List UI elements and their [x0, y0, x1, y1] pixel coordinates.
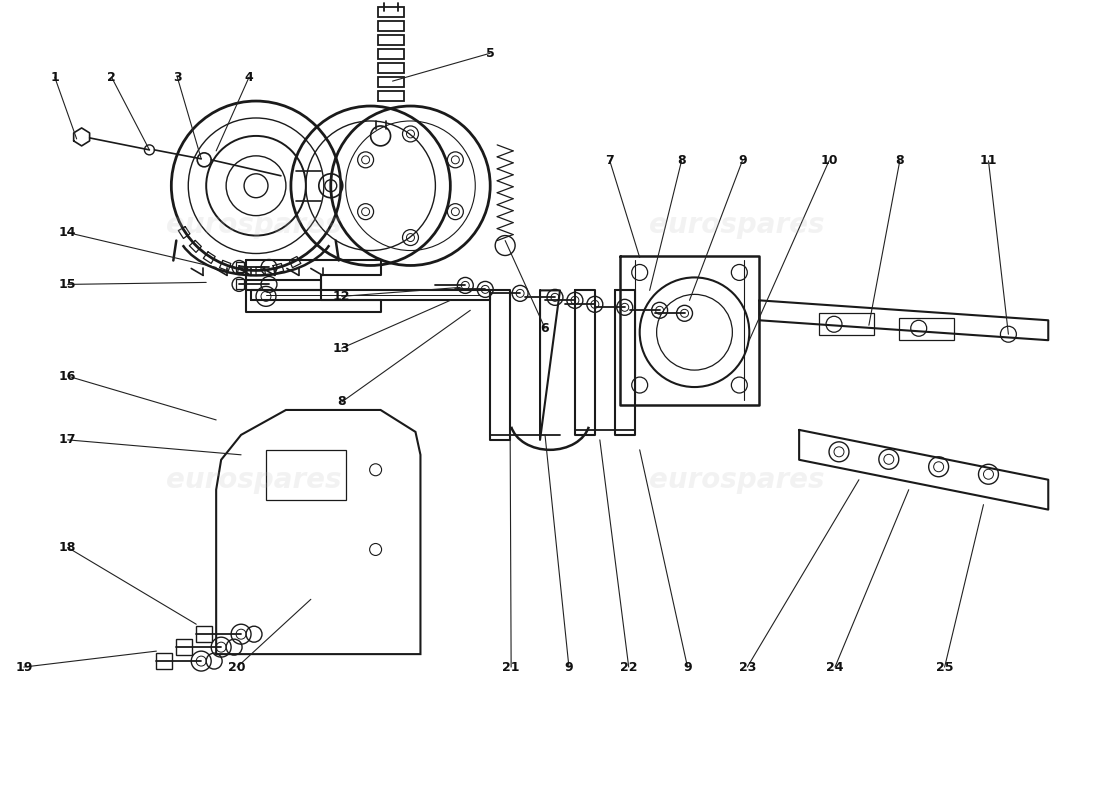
Text: 17: 17: [59, 434, 76, 446]
Text: 8: 8: [895, 154, 904, 167]
Text: 5: 5: [486, 46, 495, 60]
Bar: [176, 639, 192, 655]
Bar: [377, 91, 404, 101]
Text: 9: 9: [683, 661, 692, 674]
Text: 11: 11: [980, 154, 998, 167]
Text: 22: 22: [620, 661, 638, 674]
Text: eurospares: eurospares: [649, 466, 824, 494]
Bar: [377, 22, 404, 31]
Bar: [377, 50, 404, 59]
Text: 8: 8: [338, 395, 346, 409]
Text: 7: 7: [605, 154, 614, 167]
Text: 8: 8: [678, 154, 686, 167]
Text: eurospares: eurospares: [166, 210, 342, 238]
Bar: [236, 279, 244, 290]
Text: 20: 20: [229, 661, 245, 674]
Text: 3: 3: [173, 70, 182, 84]
Bar: [236, 262, 244, 273]
Text: 13: 13: [333, 342, 351, 354]
Bar: [377, 63, 404, 73]
Text: 6: 6: [541, 322, 549, 334]
Bar: [266, 450, 345, 500]
Text: 18: 18: [59, 541, 76, 554]
Text: 12: 12: [333, 290, 351, 303]
Text: 9: 9: [564, 661, 573, 674]
Text: 15: 15: [59, 278, 76, 291]
Bar: [156, 653, 173, 669]
Bar: [899, 318, 954, 340]
Text: 21: 21: [503, 661, 520, 674]
Text: 23: 23: [738, 661, 756, 674]
Text: 2: 2: [107, 70, 116, 84]
Text: eurospares: eurospares: [166, 466, 342, 494]
Text: eurospares: eurospares: [649, 210, 824, 238]
Bar: [377, 7, 404, 18]
Text: 19: 19: [15, 661, 33, 674]
Bar: [196, 626, 212, 642]
Text: 4: 4: [244, 70, 253, 84]
Text: 16: 16: [59, 370, 76, 382]
Text: 24: 24: [826, 661, 844, 674]
Text: 1: 1: [51, 70, 59, 84]
Bar: [377, 35, 404, 46]
Bar: [377, 77, 404, 87]
Text: 10: 10: [821, 154, 838, 167]
Text: 25: 25: [936, 661, 954, 674]
Bar: [820, 314, 873, 335]
Text: 14: 14: [59, 226, 76, 239]
Text: 9: 9: [738, 154, 747, 167]
